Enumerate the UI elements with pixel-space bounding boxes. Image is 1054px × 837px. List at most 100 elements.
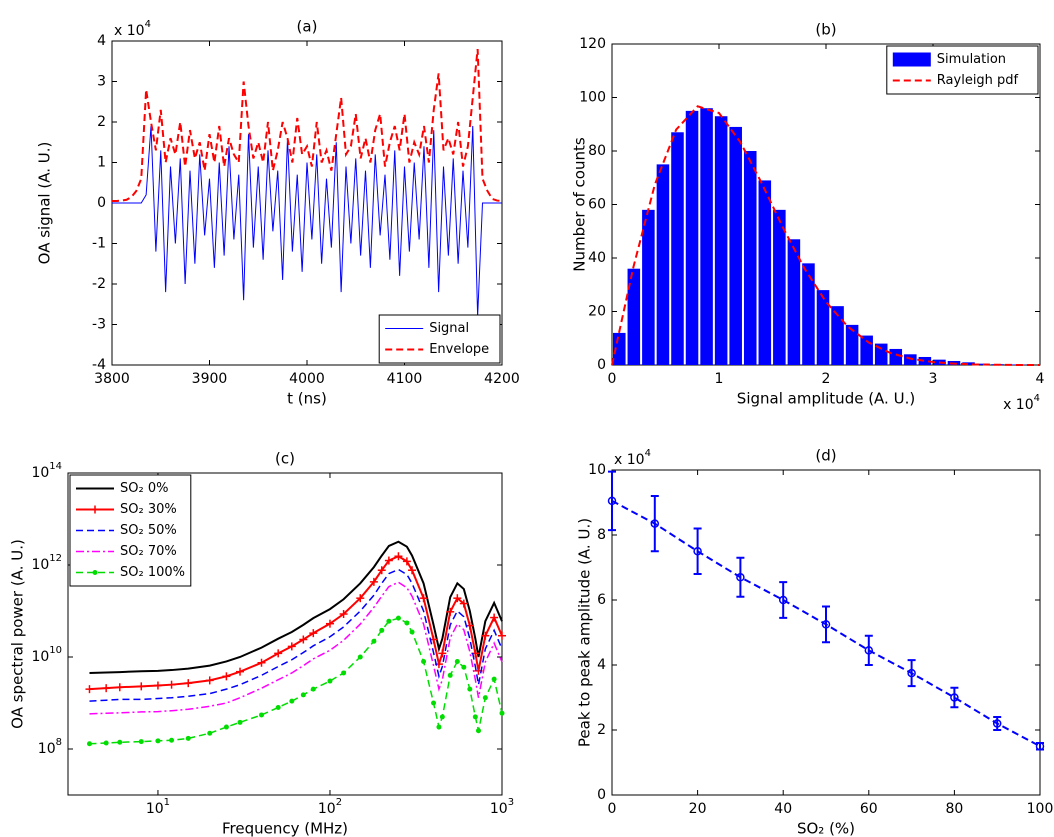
- y-axis-label: OA spectral power (A. U.): [9, 539, 27, 729]
- marker: [153, 681, 162, 690]
- bar: [743, 151, 757, 365]
- marker: [394, 552, 403, 561]
- marker: [454, 658, 460, 664]
- tick-label-exponent: 1: [164, 797, 170, 808]
- marker: [459, 599, 468, 608]
- tick-label: 103: [490, 797, 514, 817]
- tick-label-base: 10: [31, 557, 49, 573]
- series-line: [112, 126, 502, 317]
- bar: [918, 356, 932, 365]
- marker: [357, 654, 363, 660]
- marker: [369, 577, 378, 586]
- axis-multiplier-exponent: 4: [645, 448, 651, 459]
- marker: [339, 610, 348, 619]
- error-bar: [608, 470, 616, 532]
- marker: [461, 664, 467, 670]
- tick-label: -3: [92, 317, 106, 333]
- bar: [758, 180, 772, 365]
- marker: [402, 557, 411, 566]
- legend-box: [378, 314, 501, 364]
- tick-label: 2: [597, 722, 606, 738]
- tick-label: 4: [1036, 371, 1045, 387]
- tick-label: 2: [822, 371, 831, 387]
- tick-label: 0: [597, 357, 606, 373]
- tick-label: 0: [97, 195, 106, 211]
- y-axis-label: OA signal (A. U.): [36, 142, 54, 265]
- tick-label: 3: [97, 74, 106, 90]
- tick-label: -4: [92, 357, 106, 373]
- tick-label: 0: [608, 371, 617, 387]
- marker: [498, 631, 506, 640]
- series-line: [89, 540, 503, 674]
- bar: [656, 164, 670, 365]
- series-line: [112, 49, 503, 202]
- chart-title: (d): [815, 447, 836, 465]
- marker: [491, 676, 497, 682]
- x-axis-label: t (ns): [287, 390, 327, 408]
- marker: [327, 678, 333, 684]
- marker: [379, 627, 385, 633]
- error-bar: [822, 605, 830, 644]
- legend-label: Signal: [429, 321, 469, 336]
- bar: [831, 306, 844, 365]
- bar: [816, 290, 830, 365]
- tick-label-base: 10: [38, 741, 56, 757]
- marker: [356, 594, 365, 603]
- legend-label: SO₂ 70%: [120, 544, 177, 559]
- error-bar: [950, 686, 959, 709]
- tick-label-base: 10: [490, 801, 508, 817]
- marker: [472, 714, 478, 720]
- error-bar: [993, 716, 1002, 731]
- marker: [117, 739, 123, 745]
- tick-label-base: 10: [31, 465, 49, 481]
- bar: [685, 110, 699, 365]
- marker: [300, 692, 306, 698]
- tick-label: 1014: [31, 461, 62, 481]
- marker: [237, 719, 243, 725]
- marker: [467, 686, 473, 692]
- tick-label: 4: [597, 657, 606, 673]
- marker: [341, 670, 347, 676]
- marker: [102, 684, 111, 693]
- bar: [642, 209, 655, 365]
- marker: [138, 739, 144, 745]
- marker: [453, 594, 462, 603]
- series-line: [611, 105, 1040, 366]
- tick-label: 3900: [192, 371, 228, 387]
- tick-label: 80: [945, 801, 963, 817]
- marker: [1035, 742, 1045, 751]
- marker: [821, 620, 831, 629]
- marker: [167, 680, 176, 689]
- legend-label: SO₂ 50%: [120, 523, 177, 538]
- bar: [802, 263, 815, 365]
- marker: [309, 629, 318, 638]
- tick-label: 100: [579, 90, 606, 106]
- tick-label: 60: [588, 197, 606, 213]
- tick-label: 20: [689, 801, 707, 817]
- y-axis-label: Peak to peak amplitude (A. U.): [576, 518, 594, 747]
- error-bar: [907, 659, 916, 688]
- bar: [1005, 364, 1019, 365]
- marker: [259, 712, 265, 718]
- marker: [408, 566, 417, 575]
- marker: [169, 737, 175, 743]
- tick-label-exponent: 2: [336, 797, 342, 808]
- marker: [287, 642, 296, 651]
- axis-multiplier: x 104: [614, 448, 651, 468]
- axes-box: [611, 469, 1041, 796]
- tick-label-exponent: 3: [508, 797, 514, 808]
- legend-label: Envelope: [429, 342, 489, 357]
- bar: [729, 126, 742, 365]
- marker: [736, 573, 745, 582]
- tick-label: 4: [97, 33, 106, 49]
- marker: [86, 741, 92, 747]
- x-axis-label: SO₂ (%): [797, 820, 855, 837]
- error-bar: [736, 556, 745, 598]
- tick-label: 80: [588, 143, 606, 159]
- tick-label: 4100: [387, 371, 423, 387]
- marker: [693, 547, 702, 556]
- marker: [490, 613, 499, 622]
- error-bar: [650, 495, 659, 553]
- marker: [864, 646, 874, 655]
- tick-label: 101: [146, 797, 170, 817]
